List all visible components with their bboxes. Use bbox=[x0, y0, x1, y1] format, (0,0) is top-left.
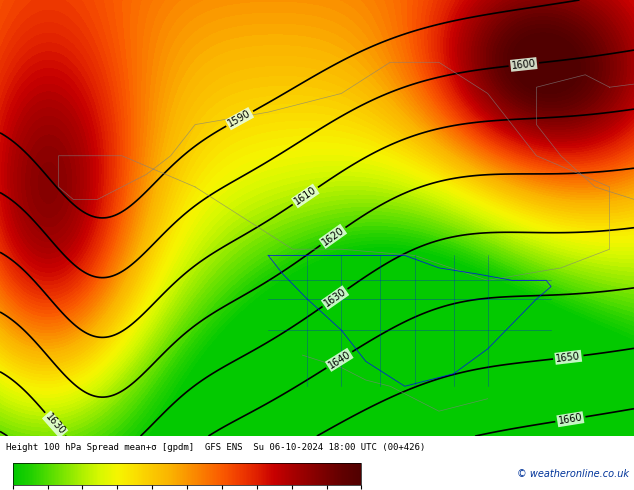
Text: 1660: 1660 bbox=[557, 413, 583, 426]
Text: 1640: 1640 bbox=[327, 349, 353, 370]
Text: 1610: 1610 bbox=[292, 185, 318, 207]
Text: 1630: 1630 bbox=[322, 287, 348, 309]
Text: Height 100 hPa Spread mean+σ [gpdm]  GFS ENS  Su 06-10-2024 18:00 UTC (00+426): Height 100 hPa Spread mean+σ [gpdm] GFS … bbox=[6, 442, 425, 452]
Text: 1620: 1620 bbox=[320, 225, 346, 247]
Text: 1600: 1600 bbox=[511, 58, 536, 71]
Text: 1590: 1590 bbox=[226, 108, 253, 129]
Text: 1630: 1630 bbox=[43, 412, 67, 437]
Text: © weatheronline.co.uk: © weatheronline.co.uk bbox=[517, 469, 629, 479]
Text: 1650: 1650 bbox=[555, 351, 581, 364]
